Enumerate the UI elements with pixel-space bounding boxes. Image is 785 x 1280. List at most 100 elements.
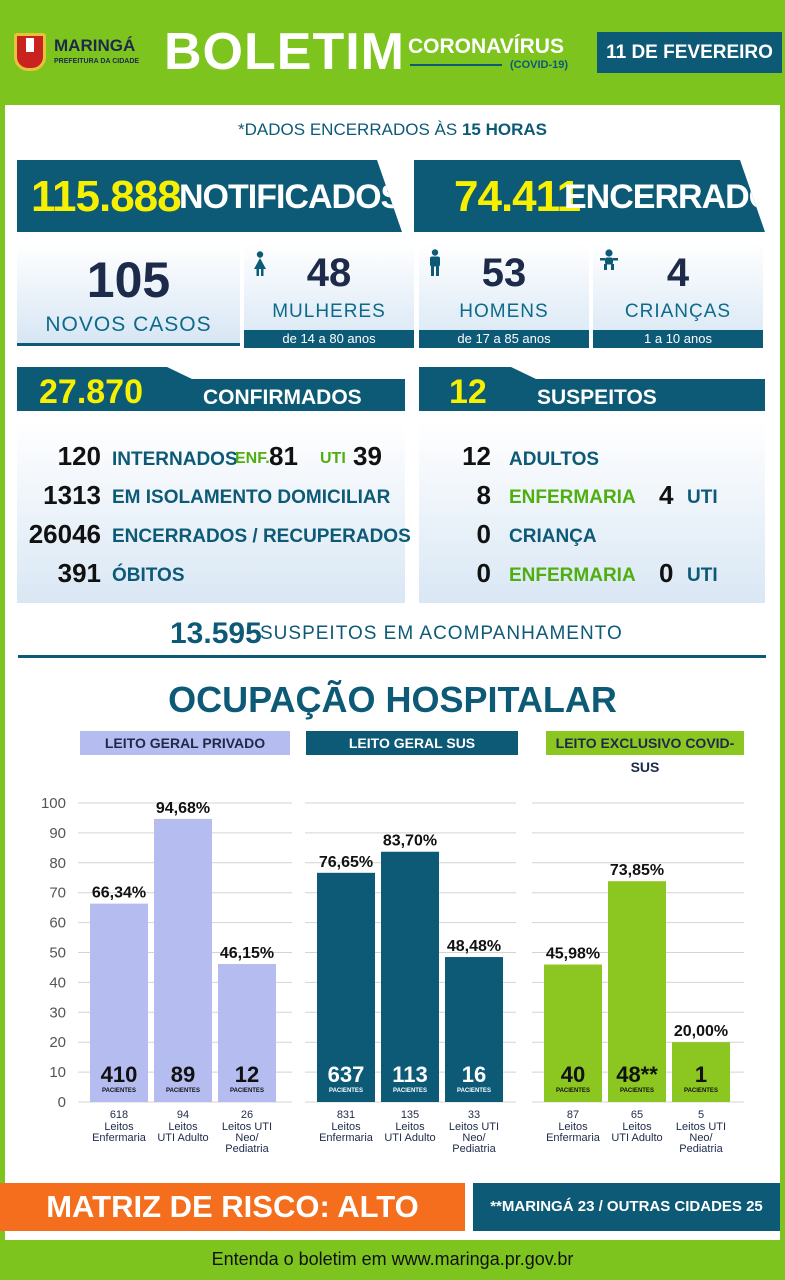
internados-label: INTERNADOS (112, 449, 238, 470)
homens-box: 53 HOMENS de 17 a 85 anos (419, 243, 589, 348)
bar-patients-value: 48** (616, 1062, 658, 1087)
novos-casos-value: 105 (86, 252, 171, 308)
encerrados-label: ENCERRADOS (564, 178, 785, 216)
y-tick-label: 70 (49, 885, 66, 902)
y-tick-label: 0 (58, 1094, 66, 1111)
criancas-box: 4 CRIANÇAS 1 a 10 anos (593, 243, 763, 348)
enf-value: 81 (269, 441, 298, 471)
y-tick-label: 90 (49, 825, 66, 842)
woman-icon (254, 251, 266, 276)
criancas-age: 1 a 10 anos (593, 330, 763, 348)
bar-bed-type: Leitos UTI (676, 1121, 726, 1133)
confirmados-value: 27.870 (39, 373, 143, 411)
bar-patients-label: PACIENTES (166, 1088, 200, 1094)
criancas-label: CRIANÇAS (624, 301, 732, 322)
bar-patients-label: PACIENTES (102, 1088, 136, 1094)
bar (608, 881, 666, 1102)
mulheres-value: 48 (306, 251, 352, 295)
bar-patients-label: PACIENTES (329, 1088, 363, 1094)
recuperados-count: 26046 (28, 519, 101, 549)
bar-bed-type: Leitos (622, 1121, 652, 1133)
y-tick-label: 80 (49, 855, 66, 872)
bar-bed-type: Pediatria (452, 1143, 496, 1155)
bar-bed-type: Leitos (168, 1121, 198, 1133)
bar-percent-label: 83,70% (383, 833, 437, 850)
uti-label: UTI (320, 450, 346, 467)
bar-patients-value: 12 (235, 1062, 259, 1087)
suspeitos-internados-value: 12 (449, 373, 487, 411)
uti-adulto-count: 4 (659, 480, 674, 510)
bar (90, 903, 148, 1102)
adultos-label: ADULTOS (509, 449, 600, 470)
y-tick-label: 20 (49, 1034, 66, 1051)
bar (218, 964, 276, 1102)
y-tick-label: 40 (49, 974, 66, 991)
enfermaria-crianca-count: 0 (476, 558, 491, 588)
page-title: BOLETIM (164, 23, 405, 81)
bar-beds-count: 26 (241, 1109, 253, 1121)
enf-label: ENF. (235, 450, 270, 467)
internados-count: 120 (57, 441, 101, 471)
bar (544, 964, 602, 1102)
bar-bed-type: Enfermaria (546, 1132, 601, 1144)
bar-patients-label: PACIENTES (556, 1088, 590, 1094)
recuperados-label: ENCERRADOS / RECUPERADOS (112, 526, 411, 547)
obitos-label: ÓBITOS (112, 565, 185, 586)
bar-beds-count: 33 (468, 1109, 480, 1121)
suspeitos-internados-label: SUSPEITOS INTERNADOS (537, 386, 676, 411)
date-badge: 11 DE FEVEREIRO (597, 32, 782, 73)
bar-bed-type: Neo/ (235, 1132, 259, 1144)
bar-percent-label: 94,68% (156, 800, 210, 817)
encerrados-value: 74.411 (454, 172, 581, 221)
bar (381, 851, 439, 1102)
obitos-count: 391 (57, 558, 101, 588)
bar (672, 1042, 730, 1102)
city-name: MARINGÁ (54, 36, 136, 55)
mulheres-box: 48 MULHERES de 14 a 80 anos (244, 243, 414, 348)
bar-bed-type: Enfermaria (92, 1132, 147, 1144)
isolamento-label: EM ISOLAMENTO DOMICILIAR (112, 487, 391, 508)
bar-bed-type: Leitos (395, 1121, 425, 1133)
bar-bed-type: Enfermaria (319, 1132, 374, 1144)
acompanhamento-value: 13.595 (170, 617, 262, 650)
bar-percent-label: 45,98% (546, 946, 600, 963)
matriz-risco-banner: MATRIZ DE RISCO: ALTO (0, 1183, 465, 1231)
crianca-count: 0 (476, 519, 491, 549)
y-tick-label: 100 (41, 795, 66, 812)
novos-casos-box: 105 NOVOS CASOS (17, 243, 240, 346)
category-privado: LEITO GERAL PRIVADO (80, 731, 290, 755)
bar (445, 957, 503, 1102)
y-tick-label: 60 (49, 915, 66, 932)
bar-bed-type: UTI Adulto (611, 1132, 662, 1144)
crest-tower-icon (26, 38, 34, 52)
bar-bed-type: Pediatria (225, 1143, 269, 1155)
suspeitos-internados-body: 12 ADULTOS 8 ENFERMARIA 4 UTI 0 CRIANÇA … (419, 423, 765, 603)
bar-patients-label: PACIENTES (393, 1088, 427, 1094)
novos-casos-label: NOVOS CASOS (45, 313, 212, 336)
bar-patients-value: 1 (695, 1062, 707, 1087)
isolamento-count: 1313 (43, 480, 101, 510)
bar-bed-type: Leitos (331, 1121, 361, 1133)
footer-link[interactable]: Entenda o boletim em www.maringa.pr.gov.… (211, 1249, 574, 1269)
bar-percent-label: 20,00% (674, 1023, 728, 1040)
bar-patients-value: 40 (561, 1062, 585, 1087)
adultos-count: 12 (462, 441, 491, 471)
subtitle: CORONAVÍRUS (408, 35, 564, 58)
bar-patients-value: 637 (328, 1062, 365, 1087)
homens-label: HOMENS (459, 301, 549, 322)
y-tick-label: 10 (49, 1064, 66, 1081)
subtitle-divider (410, 64, 502, 66)
occupancy-chart: 010203040506070809010066,34%410PACIENTES… (41, 795, 744, 1155)
enfermaria-adulto-label: ENFERMARIA (509, 487, 636, 508)
category-sus: LEITO GERAL SUS (306, 731, 518, 755)
bar-percent-label: 46,15% (220, 945, 274, 962)
bar-bed-type: Neo/ (689, 1132, 713, 1144)
enfermaria-crianca-label: ENFERMARIA (509, 565, 636, 586)
bar-bed-type: UTI Adulto (384, 1132, 435, 1144)
bar (154, 818, 212, 1102)
bar-patients-label: PACIENTES (230, 1088, 264, 1094)
covid-label: (COVID-19) (510, 59, 569, 71)
uti-crianca-label: UTI (687, 565, 718, 586)
mulheres-label: MULHERES (272, 301, 386, 322)
bar-patients-value: 16 (462, 1062, 486, 1087)
